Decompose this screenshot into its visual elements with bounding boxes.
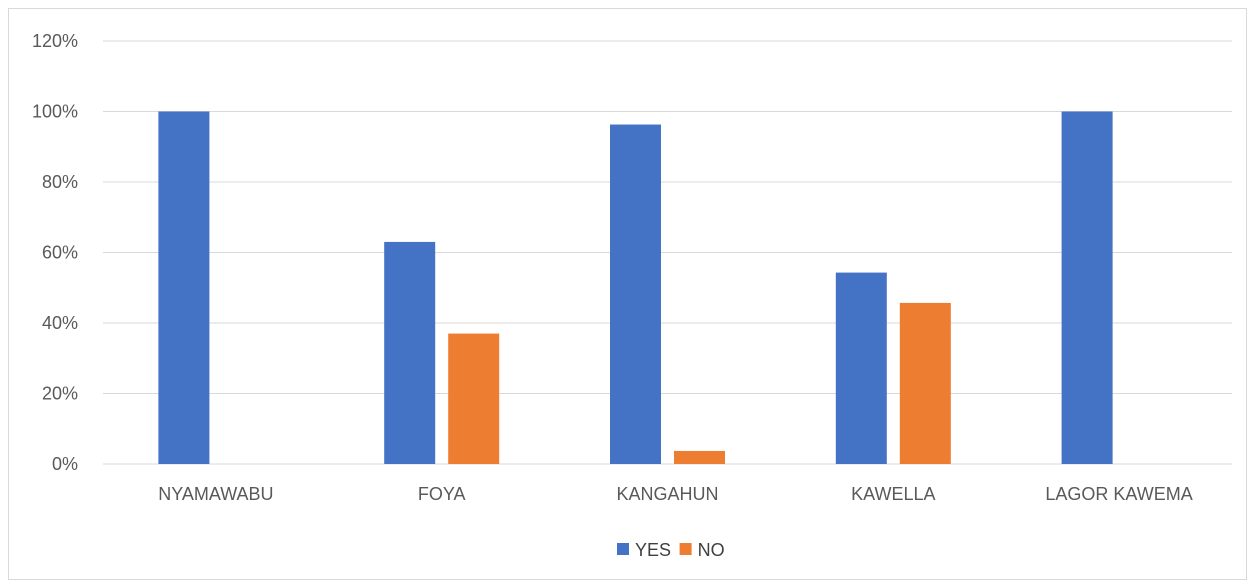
x-axis-tick-labels: NYAMAWABU FOYA KANGAHUN KAWELLA LAGOR KAWEMA <box>158 484 1193 504</box>
x-tick-label: NYAMAWABU <box>158 484 273 504</box>
y-tick-label: 100% <box>32 102 78 122</box>
x-tick-label: LAGOR KAWEMA <box>1045 484 1192 504</box>
bar-no <box>674 450 725 464</box>
bar-no <box>448 333 500 464</box>
y-tick-label: 40% <box>42 313 78 333</box>
x-tick-label: KAWELLA <box>851 484 935 504</box>
legend-swatch-yes <box>617 543 629 555</box>
bar-no <box>899 302 951 464</box>
legend-swatch-no <box>679 543 692 555</box>
bars <box>158 111 1113 464</box>
bar-yes <box>610 124 661 464</box>
bar-yes <box>158 111 210 464</box>
bar-yes <box>1061 111 1113 464</box>
legend-label-no: NO <box>698 540 725 560</box>
y-tick-label: 60% <box>42 243 78 263</box>
y-tick-label: 120% <box>32 31 78 51</box>
x-tick-label: KANGAHUN <box>616 484 718 504</box>
x-tick-label: FOYA <box>418 484 466 504</box>
y-axis-tick-labels: 0% 20% 40% 60% 80% 100% 120% <box>32 31 78 474</box>
y-tick-label: 20% <box>42 384 78 404</box>
y-tick-label: 0% <box>52 454 78 474</box>
bar-yes <box>384 241 436 464</box>
legend-label-yes: YES <box>635 540 671 560</box>
bar-yes <box>835 272 887 464</box>
legend: YES NO <box>617 540 725 560</box>
y-tick-label: 80% <box>42 172 78 192</box>
gridlines <box>103 40 1232 465</box>
